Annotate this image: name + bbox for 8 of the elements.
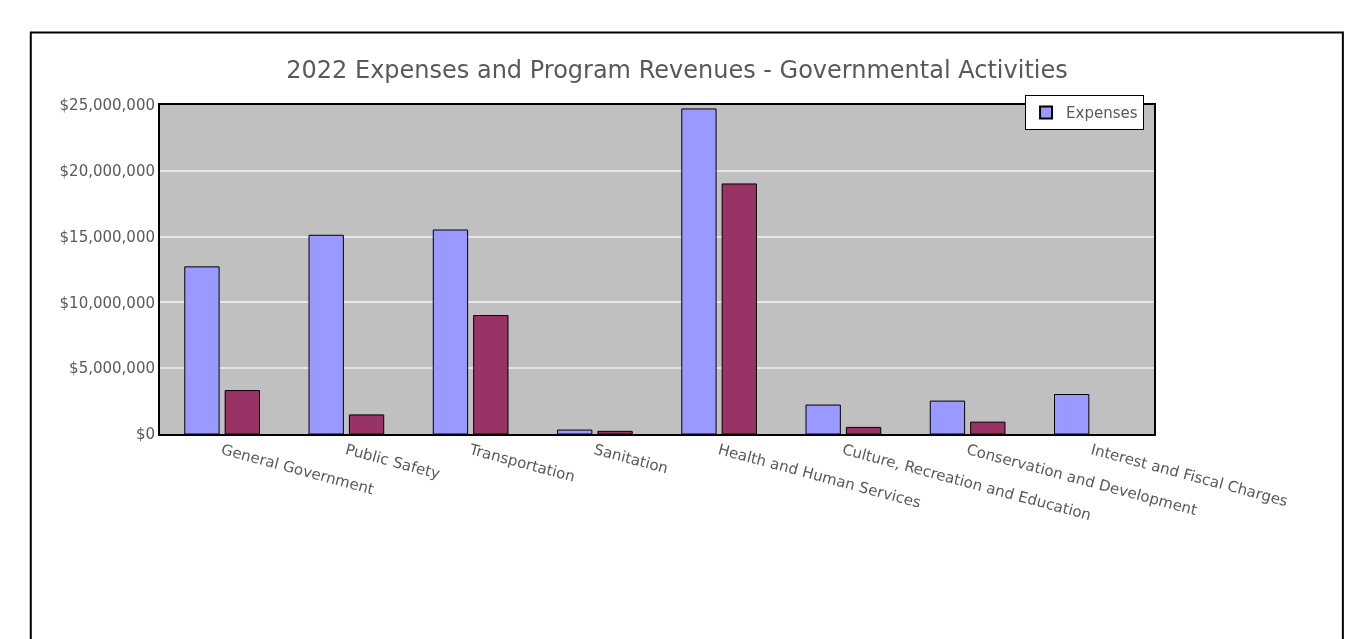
- y-tick-label: $5,000,000: [69, 359, 155, 378]
- legend-label: Expenses: [1066, 104, 1138, 123]
- y-tick-label: $15,000,000: [59, 227, 155, 246]
- y-tick-label: $10,000,000: [59, 293, 155, 312]
- y-tick-label: $20,000,000: [59, 162, 155, 181]
- y-tick-label: $25,000,000: [59, 96, 155, 115]
- y-tick-label: $0: [135, 425, 155, 444]
- chart-title: 2022 Expenses and Program Revenues - Governmental Activities: [286, 55, 1068, 84]
